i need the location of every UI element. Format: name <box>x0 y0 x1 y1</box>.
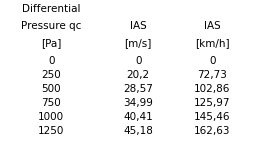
Text: 72,73: 72,73 <box>198 70 227 80</box>
Text: 125,97: 125,97 <box>194 98 231 108</box>
Text: 0: 0 <box>209 56 216 66</box>
Text: 28,57: 28,57 <box>123 84 153 94</box>
Text: 162,63: 162,63 <box>194 126 231 136</box>
Text: 250: 250 <box>41 70 61 80</box>
Text: IAS: IAS <box>130 21 147 31</box>
Text: 0: 0 <box>135 56 142 66</box>
Text: Differential: Differential <box>22 4 80 14</box>
Text: [km/h]: [km/h] <box>195 38 230 48</box>
Text: 750: 750 <box>41 98 61 108</box>
Text: 145,46: 145,46 <box>194 112 231 122</box>
Text: 1250: 1250 <box>38 126 65 136</box>
Text: 0: 0 <box>48 56 55 66</box>
Text: [Pa]: [Pa] <box>41 38 61 48</box>
Text: 20,2: 20,2 <box>127 70 150 80</box>
Text: IAS: IAS <box>204 21 221 31</box>
Text: 102,86: 102,86 <box>194 84 231 94</box>
Text: [m/s]: [m/s] <box>125 38 152 48</box>
Text: 1000: 1000 <box>38 112 64 122</box>
Text: Pressure qc: Pressure qc <box>21 21 81 31</box>
Text: 34,99: 34,99 <box>123 98 153 108</box>
Text: 500: 500 <box>41 84 61 94</box>
Text: 45,18: 45,18 <box>123 126 153 136</box>
Text: 40,41: 40,41 <box>123 112 153 122</box>
